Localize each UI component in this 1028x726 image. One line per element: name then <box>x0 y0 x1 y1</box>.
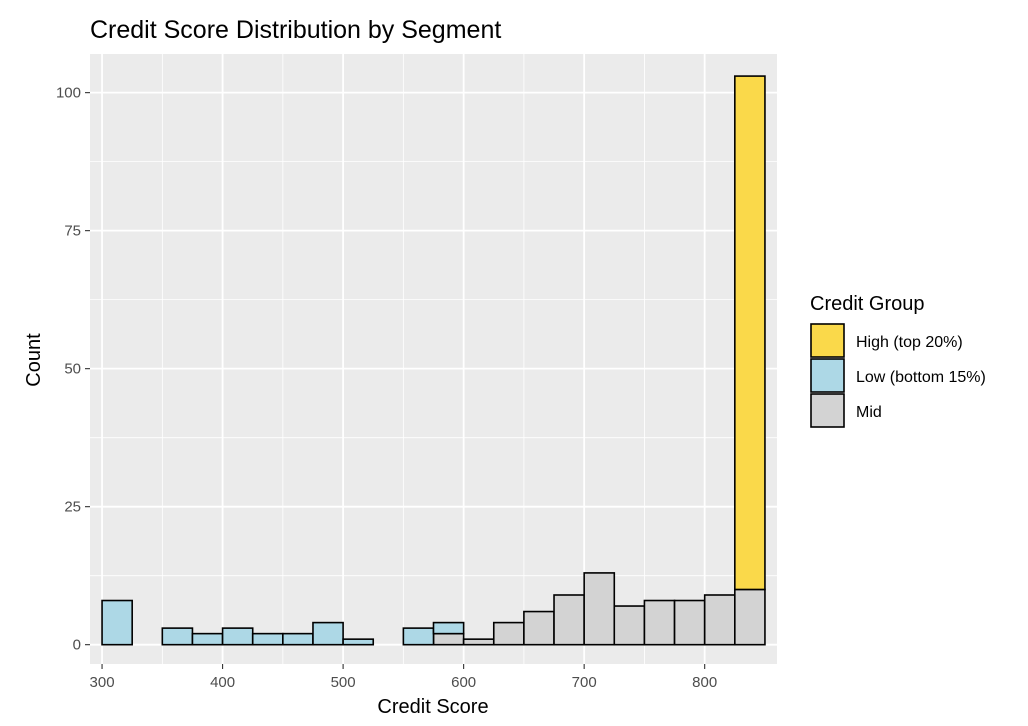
histogram-bars <box>101 75 766 646</box>
legend-title: Credit Group <box>810 293 925 315</box>
y-tick-label: 50 <box>64 361 81 378</box>
histogram-bar <box>251 632 284 646</box>
plot-panel <box>90 54 777 664</box>
legend-key <box>810 358 845 393</box>
x-tick-label: 300 <box>90 674 115 691</box>
histogram-bar <box>191 632 224 646</box>
x-tick-label: 400 <box>210 674 235 691</box>
histogram-bar <box>734 588 766 646</box>
histogram-bar <box>734 75 766 591</box>
histogram-bar <box>523 610 555 646</box>
histogram-bar <box>402 627 435 646</box>
chart-title: Credit Score Distribution by Segment <box>90 16 501 44</box>
histogram-bar <box>282 632 314 646</box>
histogram-bar <box>221 627 254 646</box>
x-tick-label: 800 <box>692 674 717 691</box>
histogram-bar <box>161 627 194 646</box>
histogram-bar <box>462 638 495 646</box>
x-tick-label: 500 <box>331 674 356 691</box>
histogram-bar <box>553 594 585 646</box>
y-tick-label: 75 <box>64 223 81 240</box>
legend-label: Low (bottom 15%) <box>856 369 986 386</box>
x-tick-label: 600 <box>451 674 476 691</box>
histogram-bar <box>643 599 676 646</box>
legend-key <box>810 323 845 358</box>
histogram-bar <box>492 621 525 646</box>
y-tick-label: 0 <box>73 637 81 654</box>
y-tick-label: 25 <box>64 499 81 516</box>
x-axis-title: Credit Score <box>377 696 488 718</box>
y-tick-label: 100 <box>56 85 81 102</box>
y-axis-ticks: 0 25 50 75 100 <box>56 85 90 654</box>
legend: Credit Group High (top 20%) Low (bottom 1… <box>810 293 986 428</box>
legend-label: Mid <box>856 404 882 421</box>
legend-label: High (top 20%) <box>856 334 963 351</box>
histogram-bar <box>673 599 706 646</box>
histogram-bar <box>101 599 133 646</box>
legend-key <box>810 393 845 428</box>
histogram-bar <box>432 621 465 635</box>
x-axis-ticks: 300 400 500 600 700 800 <box>90 664 717 691</box>
histogram-bar <box>312 621 344 646</box>
histogram-bar <box>432 632 465 646</box>
histogram-bar <box>703 594 736 646</box>
grid-major-lines <box>90 54 777 664</box>
y-axis-title: Count <box>23 333 45 387</box>
grid-minor-lines <box>90 54 777 664</box>
x-tick-label: 700 <box>572 674 597 691</box>
histogram-bar <box>342 638 375 646</box>
histogram-bar <box>583 572 616 646</box>
histogram-bar <box>613 605 646 646</box>
